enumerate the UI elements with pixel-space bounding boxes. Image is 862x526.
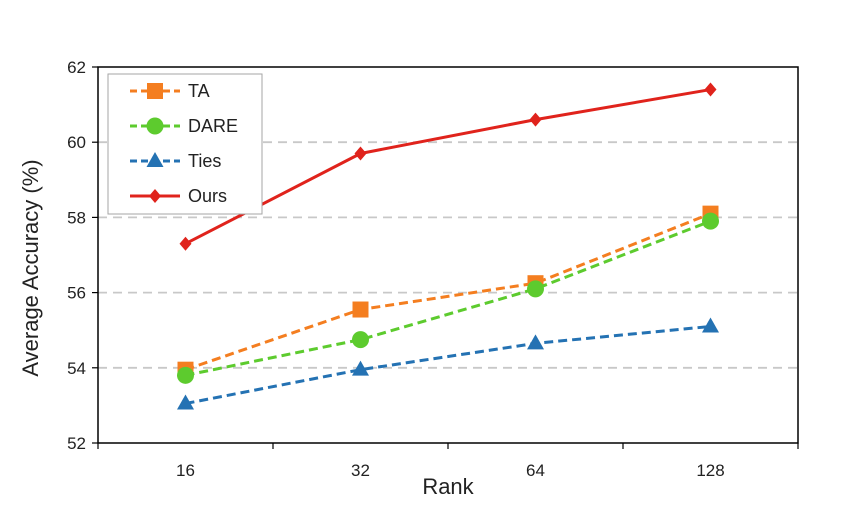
legend-label: TA bbox=[188, 81, 210, 101]
series-line bbox=[185, 212, 712, 372]
data-point bbox=[354, 146, 367, 161]
y-tick-label: 58 bbox=[67, 208, 86, 227]
axis-ticks: 52 54 56 58 60 62 16 32 64 128 bbox=[67, 58, 799, 480]
legend-label: Ties bbox=[188, 151, 221, 171]
legend-marker bbox=[146, 117, 164, 135]
data-point bbox=[527, 280, 544, 298]
series-line bbox=[184, 88, 711, 246]
series-line bbox=[185, 219, 712, 377]
y-tick-label: 52 bbox=[67, 434, 86, 453]
series-layer bbox=[177, 82, 719, 410]
data-point bbox=[527, 334, 544, 350]
legend: TA DARE Ties Ours bbox=[107, 73, 263, 215]
series-ours bbox=[179, 82, 717, 251]
data-point bbox=[352, 301, 369, 318]
y-axis-title: Average Accuracy (%) bbox=[18, 159, 43, 376]
y-tick-label: 56 bbox=[67, 284, 86, 303]
data-point bbox=[704, 82, 717, 97]
legend-marker bbox=[146, 152, 164, 167]
y-tick-label: 60 bbox=[67, 133, 86, 152]
data-point bbox=[177, 394, 194, 410]
x-tick-label: 64 bbox=[526, 461, 545, 480]
legend-marker bbox=[149, 189, 161, 203]
legend-label: Ours bbox=[188, 186, 227, 206]
x-tick-label: 16 bbox=[176, 461, 195, 480]
series-ties bbox=[177, 317, 719, 410]
legend-box bbox=[107, 73, 263, 215]
series-dare bbox=[177, 212, 719, 384]
grid-lines bbox=[98, 141, 798, 369]
data-point bbox=[702, 317, 719, 333]
data-point bbox=[529, 112, 542, 127]
data-point bbox=[177, 366, 194, 384]
x-tick-label: 128 bbox=[696, 461, 724, 480]
legend-marker bbox=[147, 83, 163, 99]
series-ta bbox=[177, 205, 719, 378]
data-point bbox=[179, 236, 192, 251]
y-tick-label: 62 bbox=[67, 58, 86, 77]
x-tick-label: 32 bbox=[351, 461, 370, 480]
legend-label: DARE bbox=[188, 116, 238, 136]
data-point bbox=[352, 331, 369, 349]
data-point bbox=[352, 360, 369, 376]
x-axis-title: Rank bbox=[422, 474, 474, 499]
y-tick-label: 54 bbox=[67, 359, 86, 378]
series-line bbox=[185, 324, 711, 405]
data-point bbox=[702, 212, 719, 230]
